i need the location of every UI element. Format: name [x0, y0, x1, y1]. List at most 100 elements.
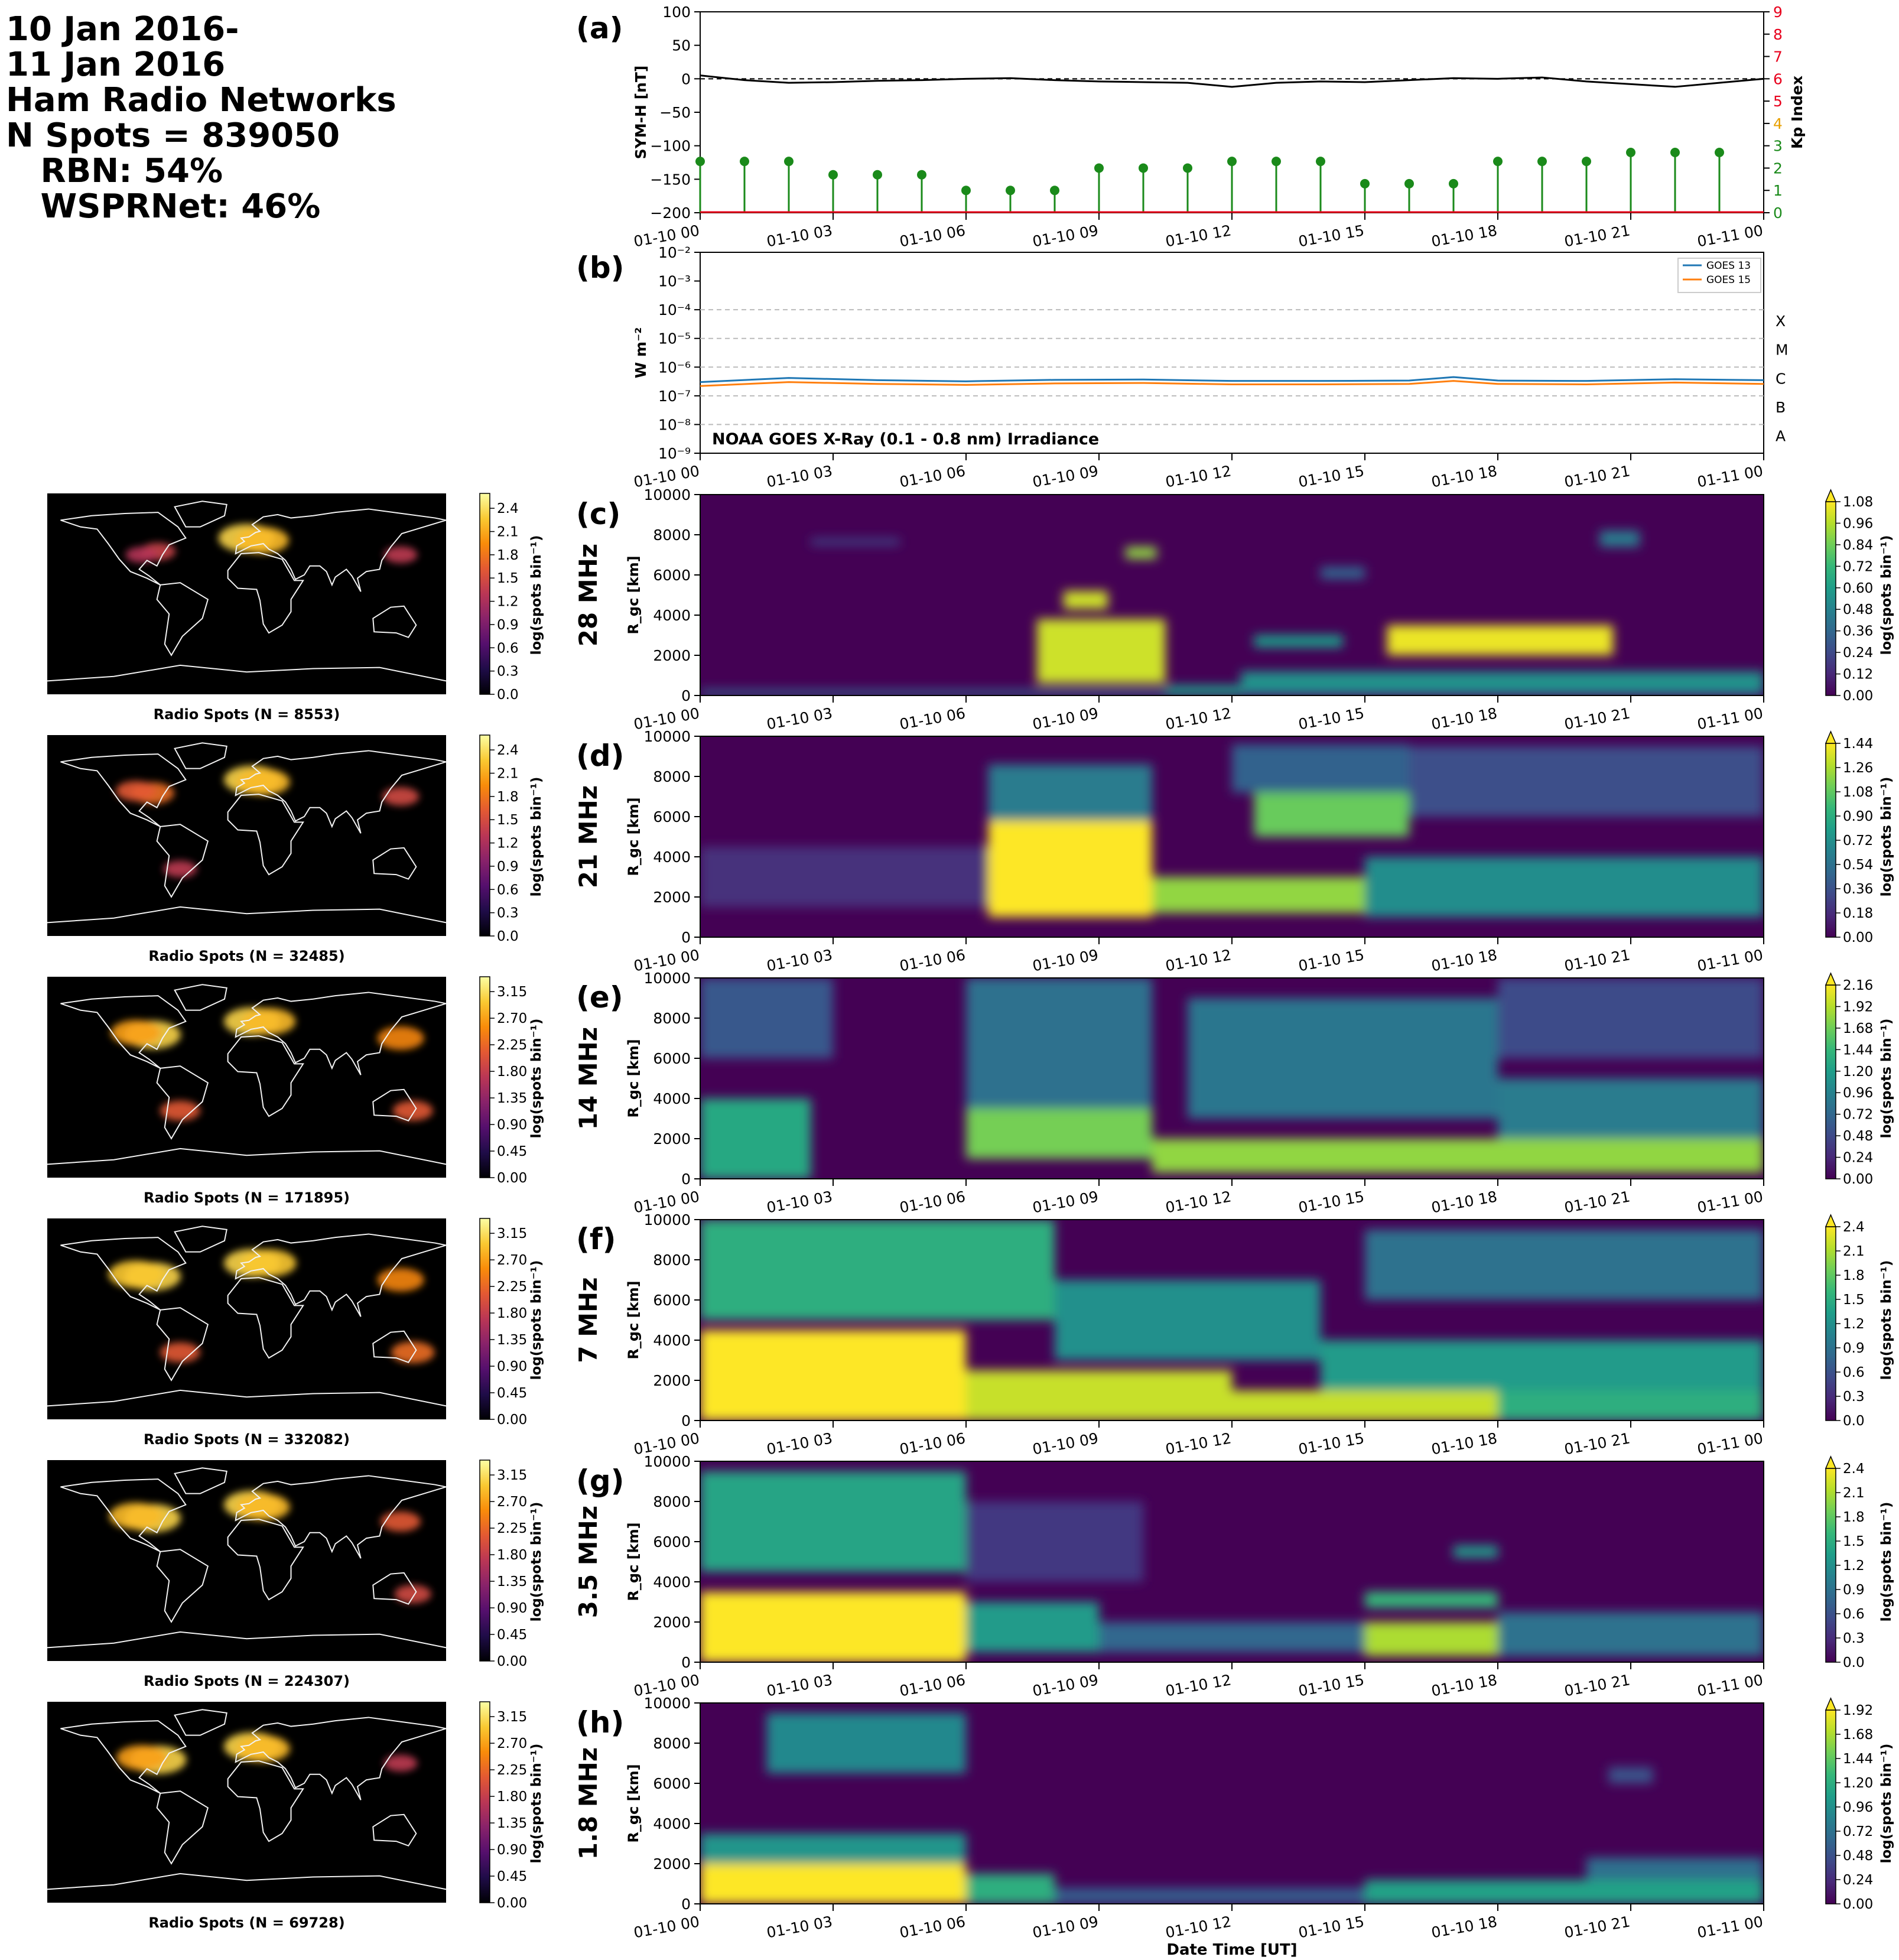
x-tick-label: 01-10 21	[1563, 462, 1631, 490]
y-tick-label: 10000	[643, 728, 691, 745]
map-colorbar-label-c: log(spots bin⁻¹)	[529, 535, 544, 655]
coastline-an	[47, 906, 446, 924]
coastline-an	[47, 1389, 446, 1407]
x-tick-label: 01-11 00	[1696, 946, 1764, 974]
map-colorbar-tick-label: 1.35	[497, 1816, 527, 1831]
y-tick-label: 8000	[653, 1010, 691, 1027]
y2-tick-label: 9	[1773, 4, 1783, 21]
colorbar-tick-label: 0.0	[1843, 1655, 1865, 1670]
heatmap-cell	[966, 978, 1152, 1109]
heatmap-cell	[700, 978, 833, 1058]
heatmap-cell	[1064, 591, 1108, 609]
x-tick-label: 01-10 06	[898, 462, 967, 490]
colorbar-tick-label: 1.26	[1843, 760, 1873, 776]
heatmap-blur-layer	[700, 531, 1764, 695]
radio-spot-cluster	[377, 1026, 424, 1050]
map-title-f: Radio Spots (N = 332082)	[144, 1431, 350, 1448]
panel-label-g: (g)	[576, 1464, 625, 1498]
coastline-sa	[156, 582, 209, 656]
map-colorbar-d	[479, 734, 490, 937]
coastline-gr	[174, 1226, 227, 1253]
x-tick-label: 01-10 12	[1164, 1429, 1233, 1458]
x-tick-label: 01-11 00	[1696, 462, 1764, 490]
y-tick-label: −100	[650, 138, 691, 155]
coastline-an	[47, 664, 446, 682]
world-map-f	[47, 1218, 446, 1419]
map-colorbar-tick-label: 3.15	[497, 1468, 527, 1483]
radio-spot-cluster	[381, 1511, 421, 1532]
colorbar-extend-arrow	[1825, 730, 1837, 744]
y2-tick-label: 1	[1773, 182, 1783, 199]
map-colorbar-tick-label: 2.70	[497, 1736, 527, 1751]
heatmap-cell	[988, 764, 1152, 821]
coastline-gr	[174, 1709, 227, 1736]
radio-spot-cluster	[163, 860, 197, 877]
coastline-na	[60, 753, 187, 827]
x-tick-label: 01-10 21	[1563, 704, 1631, 733]
heatmap-cell	[988, 820, 1152, 917]
y-tick-label: 0	[681, 1171, 691, 1188]
colorbar-tick-label: 2.16	[1843, 978, 1873, 993]
map-colorbar-tick-label: 1.8	[497, 789, 519, 805]
panel-b-annotation: NOAA GOES X-Ray (0.1 - 0.8 nm) Irradianc…	[712, 430, 1099, 448]
x-tick-label: 01-11 00	[1696, 1913, 1764, 1941]
colorbar-tick-label: 0.00	[1843, 930, 1873, 945]
colorbar-label-c: log(spots bin⁻¹)	[1879, 535, 1894, 655]
map-colorbar-label-h: log(spots bin⁻¹)	[529, 1744, 544, 1864]
map-layer-f	[47, 1226, 446, 1407]
x-tick-label: 01-10 12	[1164, 1671, 1233, 1699]
map-colorbar-tick-label: 0.6	[497, 882, 519, 898]
y-tick-label: 4000	[653, 849, 691, 866]
coastline-af	[227, 1519, 304, 1601]
legend-label: GOES 15	[1706, 274, 1751, 286]
colorbar-tick-label: 0.48	[1843, 1129, 1873, 1144]
radio-spot-cluster	[241, 1249, 297, 1277]
coastline-sa	[156, 1307, 209, 1382]
kp-marker	[917, 170, 926, 180]
heatmap-cell	[1152, 1139, 1764, 1173]
colorbar-tick-label: 1.20	[1843, 1064, 1873, 1080]
colorbar-tick-label: 0.96	[1843, 516, 1873, 531]
y-tick-label: 8000	[653, 768, 691, 785]
heatmap-cell	[700, 1098, 811, 1179]
y-tick-label: 2000	[653, 647, 691, 664]
heatmap-cell	[1365, 1880, 1764, 1904]
colorbar-tick-label: 0.24	[1843, 1873, 1873, 1888]
heatmap-cell	[1498, 1612, 1764, 1656]
colorbar-label-d: log(spots bin⁻¹)	[1879, 777, 1894, 897]
y-tick-label: 10000	[643, 1453, 691, 1470]
map-colorbar-tick-label: 2.70	[497, 1494, 527, 1510]
x-tick-label: 01-10 12	[1164, 222, 1233, 250]
map-colorbar-e	[479, 976, 490, 1178]
colorbar-tick-label: 1.2	[1843, 1558, 1865, 1574]
panel-a-ylabel: SYM-H [nT]	[632, 66, 649, 160]
colorbar-tick-label: 1.92	[1843, 999, 1873, 1015]
map-colorbar-tick-label: 2.4	[497, 501, 519, 516]
map-colorbar-label-e: log(spots bin⁻¹)	[529, 1019, 544, 1139]
colorbar-label-e: log(spots bin⁻¹)	[1879, 1019, 1894, 1139]
map-colorbar-tick-label: 1.80	[497, 1064, 527, 1080]
x-tick-label: 01-10 21	[1563, 946, 1631, 974]
kp-marker	[1404, 178, 1414, 188]
coastline-eu	[235, 992, 446, 1075]
kp-marker	[1449, 178, 1458, 188]
heatmap-cell	[1321, 1340, 1764, 1390]
y-tick-label: 2000	[653, 889, 691, 906]
map-colorbar-tick-label: 0.3	[497, 664, 519, 680]
map-colorbar-tick-label: 1.80	[497, 1789, 527, 1805]
band-label-d: 21 MHz	[574, 785, 603, 888]
panel-a-y2label: Kp Index	[1789, 76, 1806, 149]
world-map-d	[47, 735, 446, 936]
y-tick-label: 10000	[643, 1211, 691, 1228]
map-title-c: Radio Spots (N = 8553)	[154, 706, 340, 723]
y2-tick-label: 8	[1773, 26, 1783, 43]
colorbar-tick-label: 1.68	[1843, 1021, 1873, 1036]
colorbar-tick-label: 0.00	[1843, 688, 1873, 704]
kp-marker	[1670, 148, 1680, 157]
heatmap-cell	[1037, 619, 1166, 684]
coastline-eu	[235, 750, 446, 834]
y-tick-label: 10⁻³	[658, 273, 691, 290]
colorbar-tick-label: 0.72	[1843, 1107, 1873, 1123]
x-tick-label: 01-10 15	[1297, 1671, 1365, 1699]
coastline-eu	[235, 508, 446, 592]
